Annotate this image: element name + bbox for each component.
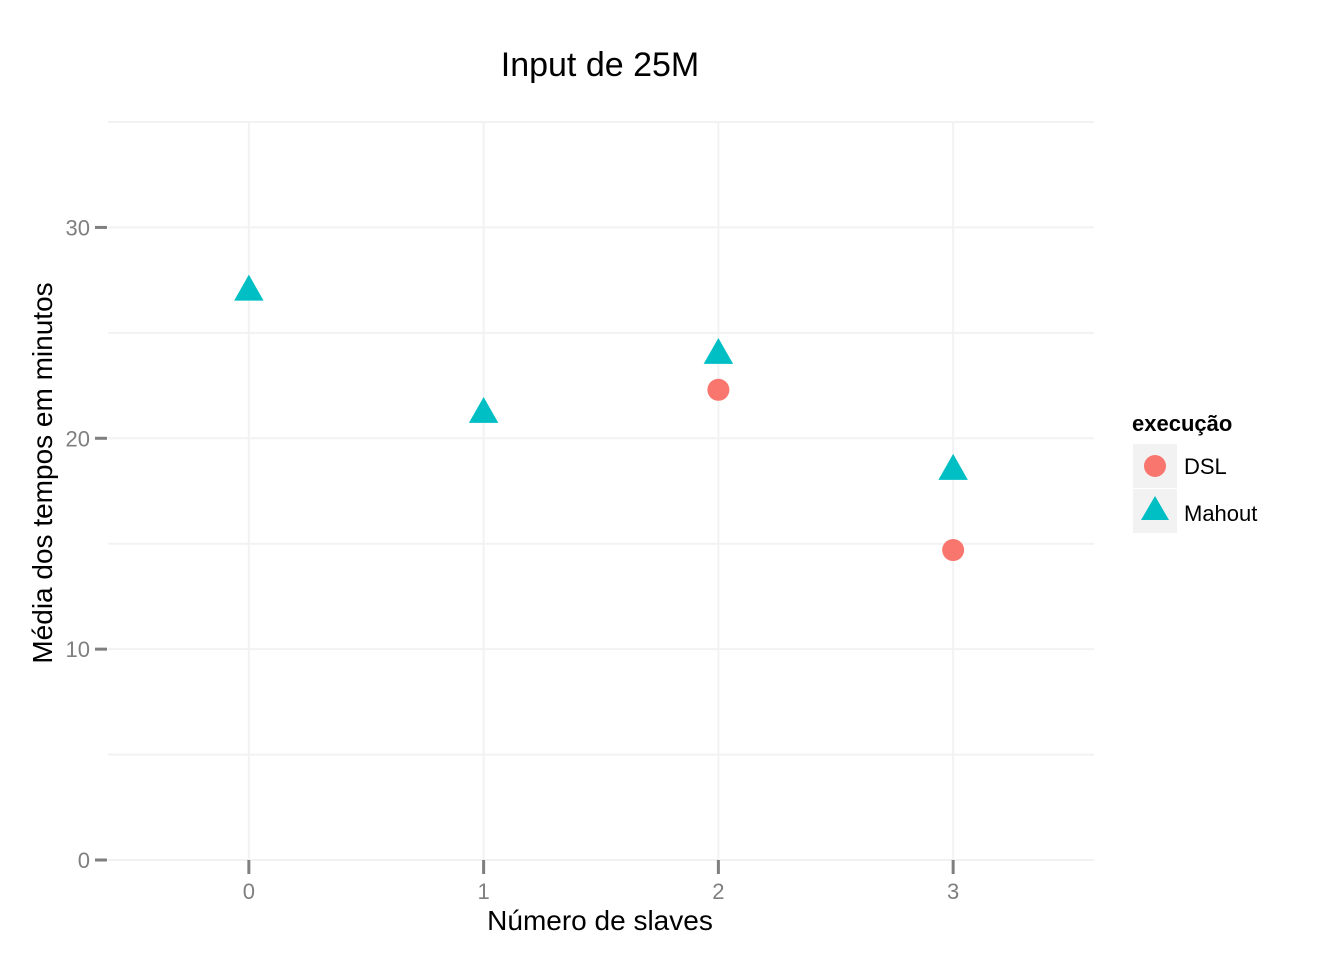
y-tick-label: 20 [66, 426, 90, 451]
y-tick-label: 0 [78, 848, 90, 873]
x-tick-label: 3 [947, 879, 959, 904]
legend-label-dsl: DSL [1184, 454, 1227, 479]
y-tick-label: 10 [66, 637, 90, 662]
legend-dsl-marker [1144, 455, 1166, 477]
grid-lines [108, 121, 1094, 861]
x-axis-title: Número de slaves [487, 905, 713, 936]
dsl-point [942, 539, 965, 562]
legend-title: execução [1132, 411, 1232, 436]
legend-mahout-marker [1141, 496, 1169, 520]
mahout-point [468, 396, 499, 423]
mahout-point [234, 274, 264, 301]
mahout-point [938, 453, 968, 480]
chart-title: Input de 25M [501, 46, 699, 84]
dsl-point [707, 378, 730, 401]
x-tick-label: 2 [712, 879, 724, 904]
mahout-point [703, 337, 734, 364]
x-tick-label: 1 [477, 879, 489, 904]
legend: execução DSL Mahout [1132, 411, 1257, 533]
y-axis-title: Média dos tempos em minutos [27, 282, 58, 663]
legend-label-mahout: Mahout [1184, 501, 1257, 526]
data-points [234, 274, 968, 562]
y-tick-label: 30 [66, 215, 90, 240]
x-tick-label: 0 [243, 879, 255, 904]
